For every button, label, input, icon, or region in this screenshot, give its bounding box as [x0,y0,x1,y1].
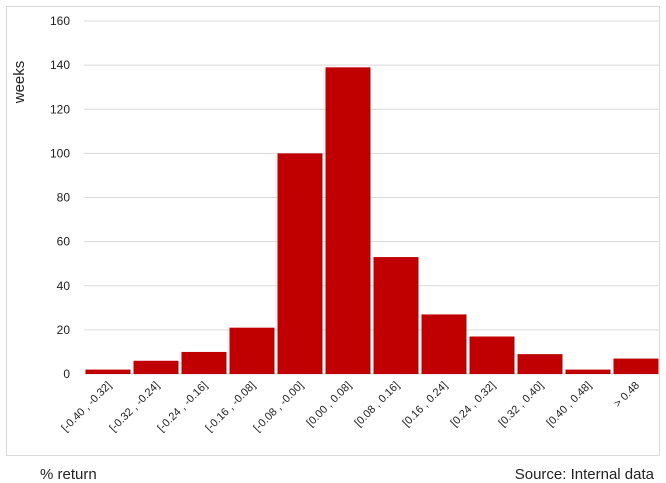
y-tick-label: 100 [50,146,70,160]
bar-9 [517,354,563,374]
source-note: Source: Internal data [514,466,654,483]
y-axis-label: weeks [11,61,28,105]
bar-11 [613,358,659,374]
bar-7 [421,314,467,374]
x-tick-label: [0.32 , 0.40] [497,380,547,430]
x-axis-label: % return [40,466,97,483]
x-tick-label: [-0.08 , -0.00] [251,380,306,435]
y-tick-label: 0 [63,367,70,381]
x-tick-label: [-0.32 , -0.24] [107,380,162,435]
chart-frame [6,6,660,456]
x-tick-label: [0.16 , 0.24] [401,380,451,430]
bar-2 [181,351,227,374]
y-tick-label: 120 [50,102,70,116]
x-tick-label: [0.24 , 0.32] [449,380,499,430]
y-tick-label: 140 [50,58,70,72]
x-tick-label: [-0.40 , -0.32] [59,380,114,435]
bar-0 [85,369,131,374]
x-tick-label: [0.00 , 0.08] [305,380,355,430]
x-tick-label: [-0.24 , -0.16] [155,380,210,435]
y-tick-label: 40 [57,279,71,293]
y-tick-label: 20 [57,323,71,337]
y-tick-label: 60 [57,235,71,249]
x-tick-label: [0.40 , 0.48] [545,380,595,430]
y-tick-label: 160 [50,14,70,28]
bars [85,67,659,375]
bar-6 [373,257,419,374]
x-tick-label: [0.08 , 0.16] [353,380,403,430]
y-tick-label: 80 [57,191,71,205]
bar-4 [277,153,323,374]
bar-8 [469,336,515,374]
x-tick-label: [-0.16 , -0.08] [203,380,258,435]
x-tick-label: > 0.48 [612,380,642,410]
x-tick-labels: [-0.40 , -0.32][-0.32 , -0.24][-0.24 , -… [59,380,642,435]
bar-10 [565,369,611,374]
grid-lines [84,20,660,375]
bar-1 [133,360,179,374]
bar-3 [229,327,275,374]
bar-5 [325,67,371,375]
y-tick-labels: 0 20 40 60 80 100 120 140 160 [50,14,70,381]
